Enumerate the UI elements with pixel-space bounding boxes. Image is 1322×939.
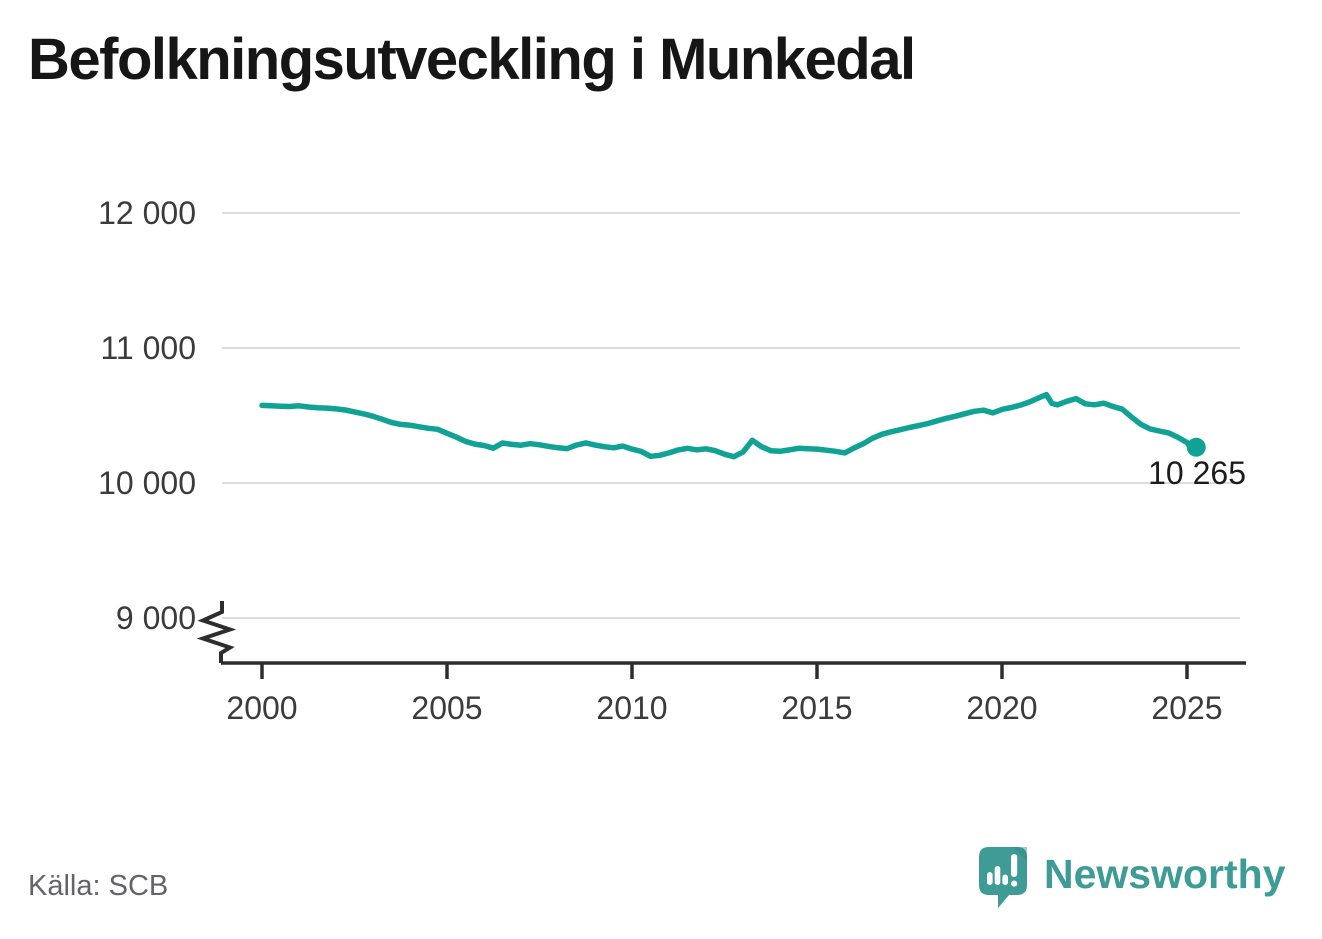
x-tick-label-2020: 2020 [966,690,1038,726]
newsworthy-logo-icon [979,847,1027,908]
y-tick-label-12000: 12 000 [98,195,196,231]
newsworthy-brand: Newsworthy [978,846,1308,916]
series-end-dot [1186,437,1206,457]
population-series-line [259,391,1200,460]
x-tick-label-2025: 2025 [1151,690,1223,726]
y-tick-label-9000: 9 000 [115,600,196,636]
axis-break-icon [196,601,237,663]
y-tick-label-10000: 10 000 [98,465,196,501]
x-tick-label-2015: 2015 [781,690,853,726]
x-tick-label-2005: 2005 [411,690,483,726]
source-label: Källa: SCB [28,870,169,902]
y-tick-label-11000: 11 000 [100,330,197,366]
brand-wordmark: Newsworthy [1044,851,1286,897]
x-tick-label-2000: 2000 [226,690,298,726]
latest-value-label: 10 265 [1148,455,1246,491]
x-tick-label-2010: 2010 [596,690,668,726]
page-title: Befolkningsutveckling i Munkedal [28,27,916,92]
